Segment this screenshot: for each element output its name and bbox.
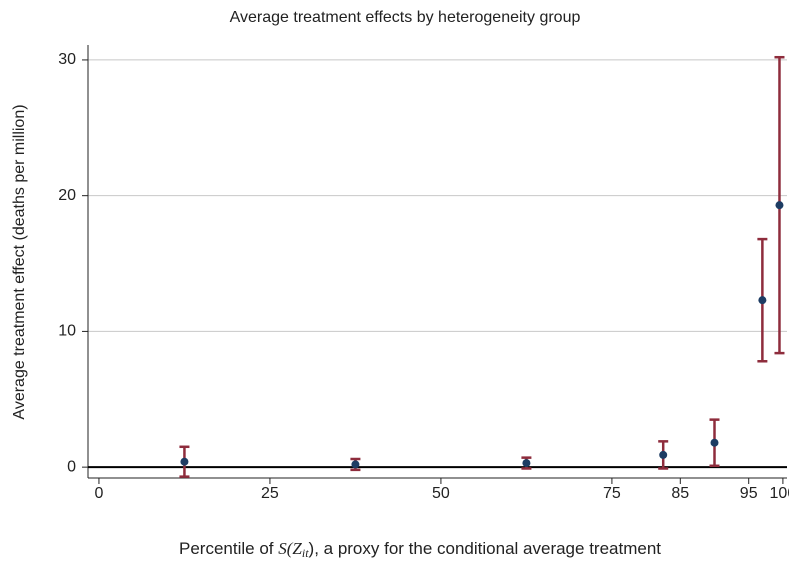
x-label-part: S(Z — [278, 539, 302, 558]
point — [775, 201, 784, 210]
point — [710, 438, 719, 447]
y-tick-label: 20 — [58, 187, 76, 204]
x-label-part: it — [302, 546, 309, 560]
x-tick-label: 95 — [740, 485, 758, 502]
x-tick-label: 25 — [261, 485, 279, 502]
point — [659, 450, 668, 459]
y-axis-label: Average treatment effect (deaths per mil… — [11, 104, 28, 419]
point — [180, 457, 189, 466]
x-label-part: Percentile of — [179, 539, 278, 558]
point — [758, 296, 767, 305]
x-tick-label: 100 — [770, 485, 789, 502]
x-tick-label: 75 — [603, 485, 621, 502]
y-tick-label: 10 — [58, 323, 76, 340]
point — [351, 460, 360, 469]
x-label-part: ), a proxy for the conditional average t… — [309, 539, 662, 558]
x-axis-label: Percentile of S(Zit), a proxy for the co… — [179, 539, 661, 560]
x-tick-label: 85 — [671, 485, 689, 502]
x-tick-label: 0 — [94, 485, 103, 502]
y-tick-label: 0 — [67, 458, 76, 475]
y-tick-label: 30 — [58, 51, 76, 68]
x-tick-label: 50 — [432, 485, 450, 502]
point — [522, 459, 531, 468]
chart-title: Average treatment effects by heterogenei… — [230, 9, 581, 26]
